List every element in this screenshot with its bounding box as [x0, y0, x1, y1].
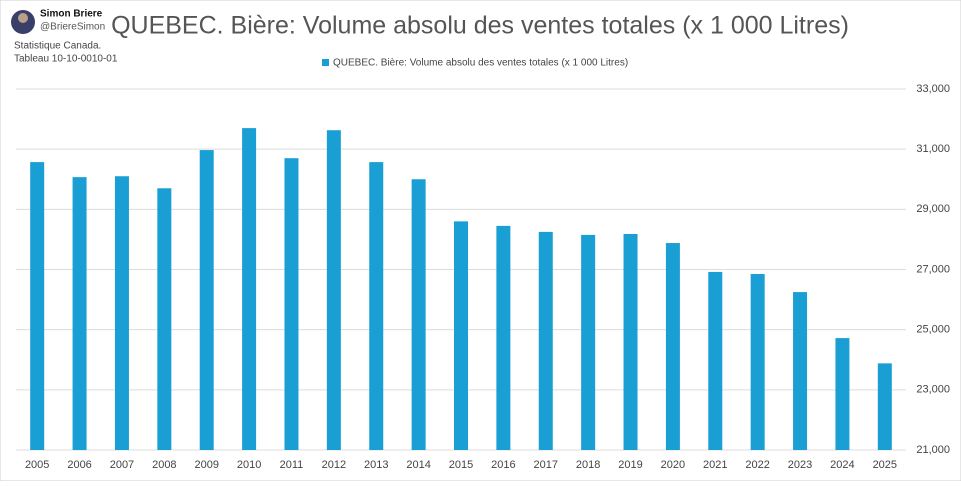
y-tick-label: 31,000: [916, 143, 950, 155]
bar: [835, 338, 850, 450]
chart-title: QUEBEC. Bière: Volume absolu des ventes …: [111, 12, 849, 40]
x-tick-label: 2007: [110, 459, 134, 471]
avatar-face: [18, 13, 28, 23]
x-tick-label: 2020: [661, 459, 685, 471]
y-tick-label: 23,000: [916, 384, 950, 396]
y-tick-label: 27,000: [916, 263, 950, 275]
x-tick-label: 2015: [449, 459, 473, 471]
x-tick-label: 2024: [830, 459, 854, 471]
bar: [750, 274, 765, 450]
bar: [454, 221, 468, 450]
bar: [496, 225, 511, 450]
x-tick-label: 2010: [237, 459, 261, 471]
source-line: Statistique Canada.: [14, 41, 101, 52]
x-tick-label: 2013: [364, 459, 388, 471]
y-tick-label: 21,000: [916, 444, 950, 456]
bar: [665, 243, 680, 450]
y-tick-label: 25,000: [916, 324, 950, 336]
bar: [284, 158, 299, 451]
source-line: Tableau 10-10-0010-01: [14, 54, 118, 65]
bar: [411, 179, 426, 450]
bar: [114, 176, 129, 450]
x-tick-label: 2006: [67, 459, 91, 471]
legend-swatch: [322, 59, 329, 66]
x-tick-label: 2012: [322, 459, 346, 471]
x-tick-label: 2022: [745, 459, 769, 471]
bar: [242, 128, 257, 450]
bar: [72, 177, 87, 450]
bar: [581, 234, 596, 450]
bar: [157, 188, 172, 450]
bar: [877, 363, 892, 450]
bar: [623, 234, 638, 450]
x-tick-label: 2008: [152, 459, 176, 471]
x-tick-label: 2017: [534, 459, 558, 471]
bar: [708, 271, 723, 450]
bar: [793, 292, 808, 450]
bar: [326, 130, 341, 450]
x-tick-label: 2016: [491, 459, 515, 471]
x-tick-label: 2023: [788, 459, 812, 471]
x-tick-label: 2005: [25, 459, 49, 471]
x-tick-label: 2011: [280, 459, 304, 471]
y-tick-label: 33,000: [916, 83, 950, 95]
x-tick-label: 2014: [406, 459, 430, 471]
bar: [30, 162, 45, 451]
legend-label: QUEBEC. Bière: Volume absolu des ventes …: [333, 58, 628, 69]
y-tick-label: 29,000: [916, 203, 950, 215]
author-name: Simon Briere: [40, 9, 103, 20]
bar: [199, 150, 214, 451]
author-handle: @BriereSimon: [40, 22, 105, 33]
x-tick-label: 2009: [194, 459, 218, 471]
bar: [538, 231, 553, 450]
x-tick-label: 2019: [618, 459, 642, 471]
x-tick-label: 2021: [703, 459, 727, 471]
x-tick-label: 2025: [873, 459, 897, 471]
x-tick-label: 2018: [576, 459, 600, 471]
bar: [369, 162, 384, 451]
